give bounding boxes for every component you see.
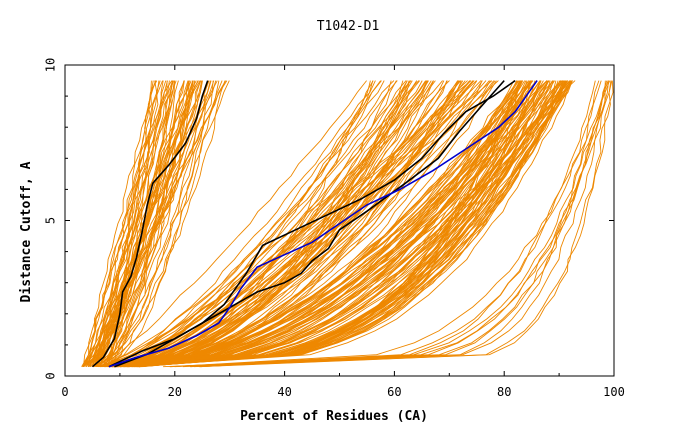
model-line xyxy=(127,80,565,368)
series-line xyxy=(108,80,538,368)
model-line xyxy=(193,80,612,368)
model-line xyxy=(113,80,576,368)
model-line xyxy=(99,80,367,368)
model-line xyxy=(136,80,562,368)
model-line xyxy=(85,80,210,367)
model-line xyxy=(103,80,192,367)
x-tick-label: 20 xyxy=(168,385,182,399)
model-line xyxy=(91,80,223,367)
model-line xyxy=(97,80,217,368)
model-line xyxy=(98,80,429,368)
model-line xyxy=(98,80,194,368)
model-line xyxy=(198,80,614,368)
model-line xyxy=(129,80,571,368)
model-line xyxy=(123,80,554,368)
model-line xyxy=(134,80,573,368)
model-line xyxy=(110,80,573,368)
model-line xyxy=(169,80,613,368)
model-line xyxy=(116,80,550,368)
model-line xyxy=(87,80,190,367)
model-line xyxy=(97,80,202,368)
y-tick-label: 5 xyxy=(44,217,58,224)
model-line xyxy=(182,80,600,368)
model-line xyxy=(95,80,174,367)
model-line xyxy=(169,80,608,368)
model-line xyxy=(109,80,376,368)
model-line xyxy=(108,80,395,368)
model-line xyxy=(133,80,521,368)
model-line xyxy=(108,80,482,368)
model-line xyxy=(107,80,568,368)
model-line xyxy=(114,80,491,368)
model-line xyxy=(118,80,412,368)
model-line xyxy=(92,80,174,367)
chart-title: T1042-D1 xyxy=(317,19,380,34)
model-line xyxy=(199,80,609,368)
model-line xyxy=(115,80,413,368)
model-line xyxy=(119,80,466,368)
model-line xyxy=(100,80,472,368)
model-line xyxy=(112,80,518,368)
model-line xyxy=(174,80,602,368)
model-line xyxy=(114,80,495,368)
model-line xyxy=(134,80,518,368)
model-line xyxy=(122,80,382,368)
x-tick-label: 80 xyxy=(497,385,511,399)
model-line xyxy=(111,80,550,368)
model-line xyxy=(104,80,220,368)
model-line xyxy=(128,80,533,368)
model-line xyxy=(139,80,569,368)
model-line xyxy=(115,80,426,368)
model-line xyxy=(200,80,609,368)
axes: 0 20 40 60 80 100 0 5 10 xyxy=(44,58,625,399)
series-line xyxy=(91,80,209,368)
model-line xyxy=(107,80,226,367)
model-line xyxy=(109,80,190,367)
model-line xyxy=(83,80,170,367)
x-tick-label: 60 xyxy=(387,385,401,399)
model-line xyxy=(127,80,531,368)
model-line xyxy=(189,80,611,368)
model-line xyxy=(105,80,158,367)
model-line xyxy=(104,80,434,368)
x-tick-label: 100 xyxy=(603,385,625,399)
model-line xyxy=(171,80,609,368)
x-axis-label: Percent of Residues (CA) xyxy=(240,409,428,424)
model-line xyxy=(111,80,526,368)
y-tick-label: 0 xyxy=(44,372,58,379)
model-line xyxy=(116,80,551,368)
model-line xyxy=(114,80,567,368)
model-line xyxy=(121,80,562,368)
model-line xyxy=(120,80,464,368)
model-line xyxy=(118,80,448,368)
model-line xyxy=(130,80,521,368)
model-line xyxy=(106,80,398,368)
x-tick-label: 0 xyxy=(61,385,68,399)
model-line xyxy=(124,80,478,368)
series-line xyxy=(108,79,516,368)
y-axis-label: Distance Cutoff, A xyxy=(19,161,34,302)
model-line xyxy=(123,80,533,368)
model-line xyxy=(101,80,203,368)
x-tick-label: 40 xyxy=(277,385,291,399)
model-line xyxy=(108,80,471,368)
model-line xyxy=(93,80,230,368)
model-line xyxy=(89,80,203,367)
plot-lines xyxy=(81,79,614,368)
y-tick-label: 10 xyxy=(44,58,58,72)
model-line xyxy=(95,80,161,367)
model-line xyxy=(92,80,157,367)
model-line xyxy=(113,80,563,368)
model-line xyxy=(100,80,371,368)
model-line xyxy=(83,80,158,367)
model-line xyxy=(106,80,483,368)
model-line xyxy=(99,80,210,368)
